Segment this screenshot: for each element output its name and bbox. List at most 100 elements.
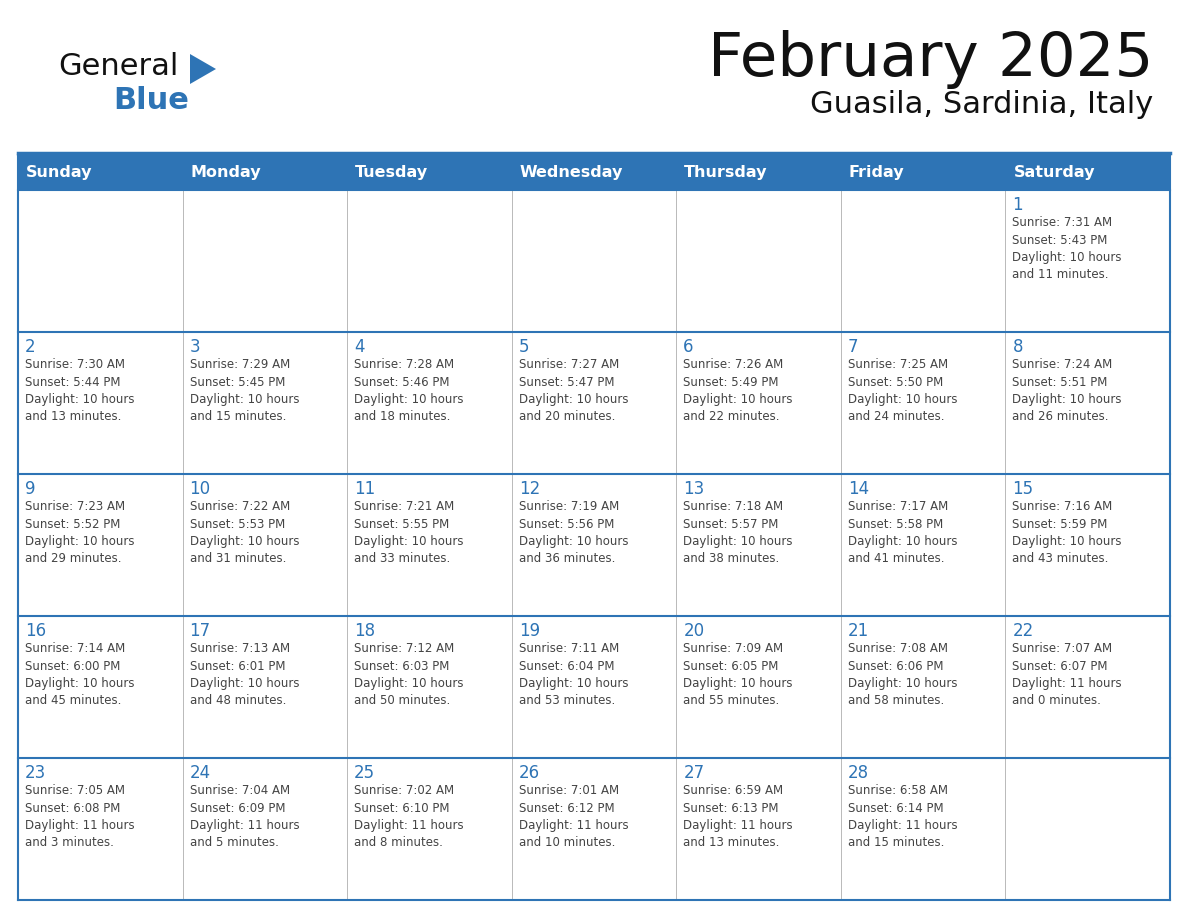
Text: 8: 8 xyxy=(1012,338,1023,356)
Text: Sunrise: 7:26 AM
Sunset: 5:49 PM
Daylight: 10 hours
and 22 minutes.: Sunrise: 7:26 AM Sunset: 5:49 PM Dayligh… xyxy=(683,358,792,423)
Text: 1: 1 xyxy=(1012,196,1023,214)
Polygon shape xyxy=(190,54,216,84)
Bar xyxy=(18,190,183,332)
Text: 11: 11 xyxy=(354,480,375,498)
Bar xyxy=(347,474,512,616)
Text: Sunrise: 7:13 AM
Sunset: 6:01 PM
Daylight: 10 hours
and 48 minutes.: Sunrise: 7:13 AM Sunset: 6:01 PM Dayligh… xyxy=(190,642,299,708)
Text: Sunrise: 6:59 AM
Sunset: 6:13 PM
Daylight: 11 hours
and 13 minutes.: Sunrise: 6:59 AM Sunset: 6:13 PM Dayligh… xyxy=(683,784,792,849)
Text: Wednesday: Wednesday xyxy=(519,165,623,180)
Bar xyxy=(1005,474,1170,616)
Bar xyxy=(347,616,512,758)
Text: 26: 26 xyxy=(519,764,539,782)
Text: Sunrise: 7:30 AM
Sunset: 5:44 PM
Daylight: 10 hours
and 13 minutes.: Sunrise: 7:30 AM Sunset: 5:44 PM Dayligh… xyxy=(25,358,134,423)
Bar xyxy=(183,190,347,332)
Bar xyxy=(512,190,676,332)
Text: Sunrise: 7:28 AM
Sunset: 5:46 PM
Daylight: 10 hours
and 18 minutes.: Sunrise: 7:28 AM Sunset: 5:46 PM Dayligh… xyxy=(354,358,463,423)
Text: Tuesday: Tuesday xyxy=(355,165,428,180)
Text: 20: 20 xyxy=(683,622,704,640)
Text: Sunrise: 7:18 AM
Sunset: 5:57 PM
Daylight: 10 hours
and 38 minutes.: Sunrise: 7:18 AM Sunset: 5:57 PM Dayligh… xyxy=(683,500,792,565)
Bar xyxy=(676,332,841,474)
Bar xyxy=(347,758,512,900)
Text: Sunrise: 7:25 AM
Sunset: 5:50 PM
Daylight: 10 hours
and 24 minutes.: Sunrise: 7:25 AM Sunset: 5:50 PM Dayligh… xyxy=(848,358,958,423)
Text: Thursday: Thursday xyxy=(684,165,767,180)
Text: 13: 13 xyxy=(683,480,704,498)
Bar xyxy=(512,616,676,758)
Text: 24: 24 xyxy=(190,764,210,782)
Text: 19: 19 xyxy=(519,622,539,640)
Text: 18: 18 xyxy=(354,622,375,640)
Text: Sunrise: 7:29 AM
Sunset: 5:45 PM
Daylight: 10 hours
and 15 minutes.: Sunrise: 7:29 AM Sunset: 5:45 PM Dayligh… xyxy=(190,358,299,423)
Bar xyxy=(183,758,347,900)
Bar xyxy=(841,332,1005,474)
Bar xyxy=(347,190,512,332)
Text: 23: 23 xyxy=(25,764,46,782)
Text: Sunrise: 7:27 AM
Sunset: 5:47 PM
Daylight: 10 hours
and 20 minutes.: Sunrise: 7:27 AM Sunset: 5:47 PM Dayligh… xyxy=(519,358,628,423)
Bar xyxy=(676,190,841,332)
Text: 17: 17 xyxy=(190,622,210,640)
Bar xyxy=(841,758,1005,900)
Text: Sunrise: 7:02 AM
Sunset: 6:10 PM
Daylight: 11 hours
and 8 minutes.: Sunrise: 7:02 AM Sunset: 6:10 PM Dayligh… xyxy=(354,784,463,849)
Text: General: General xyxy=(58,52,178,81)
Text: 16: 16 xyxy=(25,622,46,640)
Text: Sunrise: 7:19 AM
Sunset: 5:56 PM
Daylight: 10 hours
and 36 minutes.: Sunrise: 7:19 AM Sunset: 5:56 PM Dayligh… xyxy=(519,500,628,565)
Text: 3: 3 xyxy=(190,338,201,356)
Text: Sunrise: 7:04 AM
Sunset: 6:09 PM
Daylight: 11 hours
and 5 minutes.: Sunrise: 7:04 AM Sunset: 6:09 PM Dayligh… xyxy=(190,784,299,849)
Bar xyxy=(1005,616,1170,758)
Text: 28: 28 xyxy=(848,764,868,782)
Bar xyxy=(1005,190,1170,332)
Bar xyxy=(676,758,841,900)
Text: 27: 27 xyxy=(683,764,704,782)
Text: 2: 2 xyxy=(25,338,36,356)
Text: Sunrise: 7:01 AM
Sunset: 6:12 PM
Daylight: 11 hours
and 10 minutes.: Sunrise: 7:01 AM Sunset: 6:12 PM Dayligh… xyxy=(519,784,628,849)
Text: Monday: Monday xyxy=(190,165,261,180)
Bar xyxy=(18,616,183,758)
Bar xyxy=(512,758,676,900)
Text: February 2025: February 2025 xyxy=(708,30,1154,89)
Text: Sunday: Sunday xyxy=(26,165,93,180)
Bar xyxy=(183,616,347,758)
Bar xyxy=(18,758,183,900)
Text: 6: 6 xyxy=(683,338,694,356)
Text: Guasila, Sardinia, Italy: Guasila, Sardinia, Italy xyxy=(810,90,1154,119)
Text: 4: 4 xyxy=(354,338,365,356)
Text: 25: 25 xyxy=(354,764,375,782)
Bar xyxy=(18,155,1170,190)
Text: Blue: Blue xyxy=(113,86,189,115)
Bar xyxy=(512,332,676,474)
Text: 21: 21 xyxy=(848,622,870,640)
Text: Sunrise: 7:16 AM
Sunset: 5:59 PM
Daylight: 10 hours
and 43 minutes.: Sunrise: 7:16 AM Sunset: 5:59 PM Dayligh… xyxy=(1012,500,1121,565)
Text: Sunrise: 7:09 AM
Sunset: 6:05 PM
Daylight: 10 hours
and 55 minutes.: Sunrise: 7:09 AM Sunset: 6:05 PM Dayligh… xyxy=(683,642,792,708)
Text: Friday: Friday xyxy=(849,165,904,180)
Text: 10: 10 xyxy=(190,480,210,498)
Bar xyxy=(18,474,183,616)
Text: Sunrise: 7:23 AM
Sunset: 5:52 PM
Daylight: 10 hours
and 29 minutes.: Sunrise: 7:23 AM Sunset: 5:52 PM Dayligh… xyxy=(25,500,134,565)
Text: Sunrise: 7:07 AM
Sunset: 6:07 PM
Daylight: 11 hours
and 0 minutes.: Sunrise: 7:07 AM Sunset: 6:07 PM Dayligh… xyxy=(1012,642,1121,708)
Text: Sunrise: 7:14 AM
Sunset: 6:00 PM
Daylight: 10 hours
and 45 minutes.: Sunrise: 7:14 AM Sunset: 6:00 PM Dayligh… xyxy=(25,642,134,708)
Text: 9: 9 xyxy=(25,480,36,498)
Text: 7: 7 xyxy=(848,338,859,356)
Text: 14: 14 xyxy=(848,480,868,498)
Text: Sunrise: 7:12 AM
Sunset: 6:03 PM
Daylight: 10 hours
and 50 minutes.: Sunrise: 7:12 AM Sunset: 6:03 PM Dayligh… xyxy=(354,642,463,708)
Bar xyxy=(676,474,841,616)
Text: Sunrise: 7:24 AM
Sunset: 5:51 PM
Daylight: 10 hours
and 26 minutes.: Sunrise: 7:24 AM Sunset: 5:51 PM Dayligh… xyxy=(1012,358,1121,423)
Bar xyxy=(676,616,841,758)
Text: Sunrise: 7:22 AM
Sunset: 5:53 PM
Daylight: 10 hours
and 31 minutes.: Sunrise: 7:22 AM Sunset: 5:53 PM Dayligh… xyxy=(190,500,299,565)
Bar xyxy=(183,332,347,474)
Text: 22: 22 xyxy=(1012,622,1034,640)
Text: 5: 5 xyxy=(519,338,529,356)
Text: Sunrise: 7:05 AM
Sunset: 6:08 PM
Daylight: 11 hours
and 3 minutes.: Sunrise: 7:05 AM Sunset: 6:08 PM Dayligh… xyxy=(25,784,134,849)
Text: Sunrise: 7:21 AM
Sunset: 5:55 PM
Daylight: 10 hours
and 33 minutes.: Sunrise: 7:21 AM Sunset: 5:55 PM Dayligh… xyxy=(354,500,463,565)
Bar xyxy=(18,332,183,474)
Bar xyxy=(841,616,1005,758)
Bar xyxy=(841,190,1005,332)
Text: Sunrise: 7:08 AM
Sunset: 6:06 PM
Daylight: 10 hours
and 58 minutes.: Sunrise: 7:08 AM Sunset: 6:06 PM Dayligh… xyxy=(848,642,958,708)
Bar xyxy=(347,332,512,474)
Text: 12: 12 xyxy=(519,480,541,498)
Text: Saturday: Saturday xyxy=(1013,165,1095,180)
Bar xyxy=(512,474,676,616)
Text: Sunrise: 7:11 AM
Sunset: 6:04 PM
Daylight: 10 hours
and 53 minutes.: Sunrise: 7:11 AM Sunset: 6:04 PM Dayligh… xyxy=(519,642,628,708)
Text: 15: 15 xyxy=(1012,480,1034,498)
Text: Sunrise: 7:31 AM
Sunset: 5:43 PM
Daylight: 10 hours
and 11 minutes.: Sunrise: 7:31 AM Sunset: 5:43 PM Dayligh… xyxy=(1012,216,1121,282)
Bar xyxy=(1005,758,1170,900)
Text: Sunrise: 6:58 AM
Sunset: 6:14 PM
Daylight: 11 hours
and 15 minutes.: Sunrise: 6:58 AM Sunset: 6:14 PM Dayligh… xyxy=(848,784,958,849)
